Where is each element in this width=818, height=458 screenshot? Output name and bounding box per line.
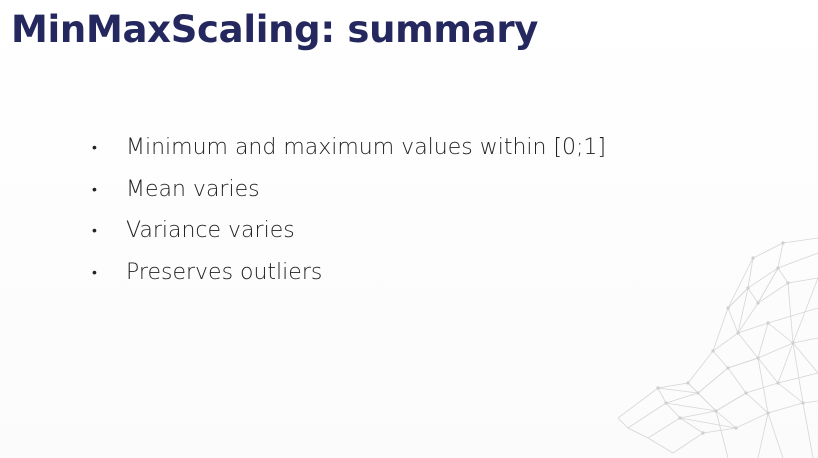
bullet-item: • Minimum and maximum values within [0;1…	[92, 127, 606, 169]
bullet-text: Mean varies	[126, 177, 260, 202]
bullet-icon: •	[92, 139, 126, 156]
slide-title: MinMaxScaling: summary	[11, 4, 538, 56]
bullet-text: Minimum and maximum values within [0;1]	[126, 135, 606, 160]
bullet-list: • Minimum and maximum values within [0;1…	[92, 127, 606, 293]
bullet-item: • Preserves outliers	[92, 252, 606, 294]
network-mesh-icon	[618, 233, 818, 458]
bullet-icon: •	[92, 222, 126, 239]
bullet-item: • Variance varies	[92, 210, 606, 252]
bullet-text: Variance varies	[126, 218, 295, 243]
bullet-icon: •	[92, 264, 126, 281]
bullet-item: • Mean varies	[92, 169, 606, 211]
bullet-icon: •	[92, 181, 126, 198]
bullet-text: Preserves outliers	[126, 260, 322, 285]
